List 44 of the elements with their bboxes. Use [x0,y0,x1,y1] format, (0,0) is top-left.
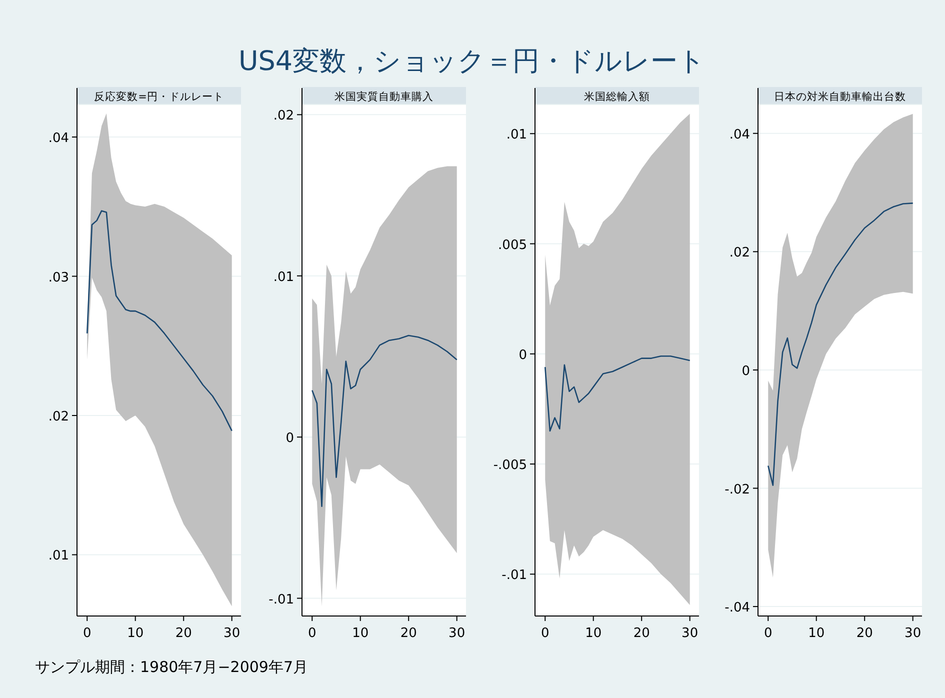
x-tick-label: 10 [127,626,144,641]
line-series [544,355,690,432]
chart-title: 米国総輸入額 [584,90,650,103]
y-tick-label: .04 [729,127,750,142]
line-series [767,202,914,486]
y-tick-label: .01 [506,128,527,143]
x-tick-label: 30 [448,626,466,641]
y-tick-label: .03 [48,270,69,286]
y-tick-label: -.02 [724,482,750,498]
y-tick-label: -.01 [502,568,527,584]
text: US4変数，ショック＝円・ドルレート [238,46,706,77]
x-tick-label: 30 [682,626,698,641]
x-tick-label: 10 [808,626,825,641]
y-tick-label: -.005 [493,458,527,474]
line-series [86,210,232,432]
y-tick-label: -.04 [724,600,750,616]
x-tick-label: 10 [352,626,369,641]
y-tick-label: .005 [498,238,527,253]
x-tick-label: 20 [400,626,417,641]
x-tick-label: 10 [585,626,602,641]
x-tick-label: 0 [540,626,550,641]
y-tick-label: 0 [742,364,750,379]
y-tick-label: .02 [273,108,294,124]
y-tick-label: 0 [518,348,527,363]
x-tick-label: 20 [856,626,873,641]
x-tick-label: 20 [175,626,192,641]
y-tick-label: 0 [286,431,294,446]
chart-title: 日本の対米自動車輸出台数 [774,90,906,103]
chart-title: 反応変数=円・ドルレート [94,90,224,103]
y-tick-label: .02 [48,410,69,424]
y-tick-label: .04 [48,131,69,146]
line-series [311,334,458,508]
y-tick-label: .02 [729,246,750,261]
x-tick-label: 30 [904,626,922,641]
x-tick-label: 0 [308,626,316,641]
y-tick-label: .01 [273,270,294,285]
chart-title: 米国実質自動車購入 [334,90,434,103]
y-tick-label: -.01 [268,592,294,608]
x-tick-label: 0 [82,626,92,641]
x-tick-label: 0 [764,626,772,641]
x-tick-label: 30 [224,626,240,641]
x-tick-label: 20 [633,626,650,641]
text: サンプル期間：1980年7月−2009年7月 [35,658,308,676]
y-tick-label: .01 [48,548,69,564]
